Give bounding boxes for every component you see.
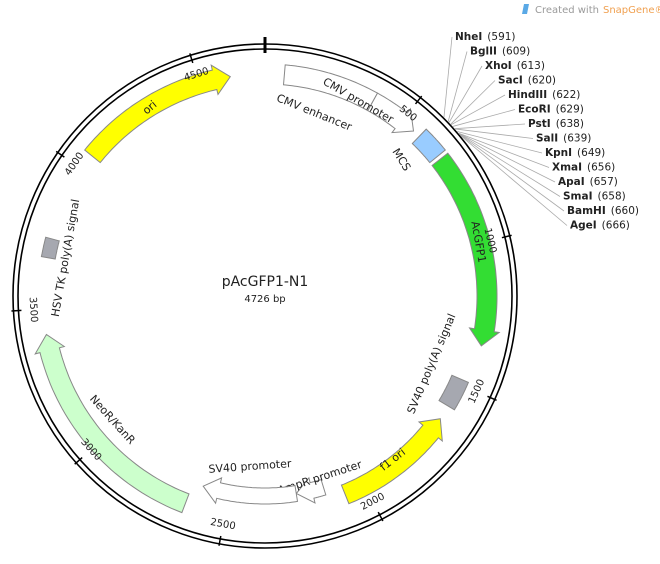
enzyme-name: BglII (470, 46, 497, 58)
feature-7-shape (202, 477, 299, 505)
tick-mark (414, 95, 423, 105)
tick-mark (189, 53, 194, 64)
tick-mark (55, 150, 65, 158)
enzyme-line (458, 132, 550, 168)
enzyme-line (450, 94, 506, 126)
snapgene-icon (522, 4, 529, 14)
enzyme-line (460, 135, 568, 226)
tick-mark (377, 511, 384, 522)
feature-9-shape (40, 236, 61, 260)
enzyme-name: SacI (498, 75, 523, 87)
enzyme-position: (660) (611, 205, 639, 217)
watermark-brand: SnapGene® (603, 5, 660, 16)
plasmid-name: pAcGFP1-N1 (222, 274, 309, 290)
tick-mark (74, 457, 83, 465)
enzyme-name: ApaI (558, 176, 585, 188)
tick-label: 3500 (27, 297, 39, 323)
enzyme-position: (658) (598, 191, 626, 203)
enzyme-name: PstI (528, 118, 551, 130)
enzyme-position: (657) (590, 176, 618, 188)
enzyme-position: (638) (556, 118, 584, 130)
feature-3-shape (431, 152, 501, 347)
feature-10-shape (83, 64, 232, 164)
watermark-text: Created with (535, 5, 599, 16)
enzyme-line (458, 133, 561, 197)
enzyme-name: XmaI (552, 162, 582, 174)
enzyme-position: (622) (552, 89, 580, 101)
enzyme-line (454, 123, 526, 130)
feature-1-shape (367, 92, 415, 134)
enzyme-name: XhoI (485, 60, 512, 72)
enzyme-name: KpnI (545, 147, 572, 159)
tick-label: 2500 (209, 517, 236, 532)
enzyme-position: (620) (528, 75, 556, 87)
enzyme-line (443, 36, 453, 118)
feature-5-shape (340, 418, 443, 505)
tick-mark (218, 535, 222, 546)
tick-label: 1500 (467, 378, 487, 406)
enzyme-name: SmaI (563, 191, 593, 203)
enzyme-line (457, 131, 543, 154)
feature-6-shape (295, 476, 327, 504)
enzyme-line (452, 109, 516, 127)
enzyme-position: (609) (502, 46, 530, 58)
feature-2-shape (411, 128, 446, 164)
enzyme-line (458, 133, 556, 183)
enzyme-position: (629) (556, 104, 584, 116)
enzyme-position: (649) (577, 147, 605, 159)
tick-mark (11, 309, 22, 312)
enzyme-name: SalI (536, 133, 558, 145)
enzyme-name: NheI (455, 31, 482, 43)
enzyme-line (459, 133, 565, 212)
enzyme-position: (591) (487, 31, 515, 43)
plasmid-length: 4726 bp (244, 294, 285, 305)
enzyme-line (454, 128, 534, 139)
enzyme-name: AgeI (570, 220, 597, 232)
tick-mark (501, 234, 512, 239)
feature-8-shape (34, 333, 190, 514)
tick-mark (487, 395, 497, 402)
enzyme-name: HindIII (508, 89, 547, 101)
enzyme-line (447, 51, 468, 122)
enzyme-position: (656) (587, 162, 615, 174)
enzyme-position: (666) (602, 220, 630, 232)
feature-label: MCS (390, 146, 414, 173)
enzyme-position: (613) (517, 60, 545, 72)
enzyme-line (448, 65, 483, 123)
feature-4-shape (438, 374, 470, 411)
feature-label: SV40 promoter (208, 457, 292, 476)
enzyme-line (450, 80, 496, 125)
tick-label: 4000 (63, 151, 87, 178)
enzyme-position: (639) (563, 133, 591, 145)
enzyme-name: BamHI (567, 205, 606, 217)
enzyme-name: EcoRI (518, 104, 551, 116)
